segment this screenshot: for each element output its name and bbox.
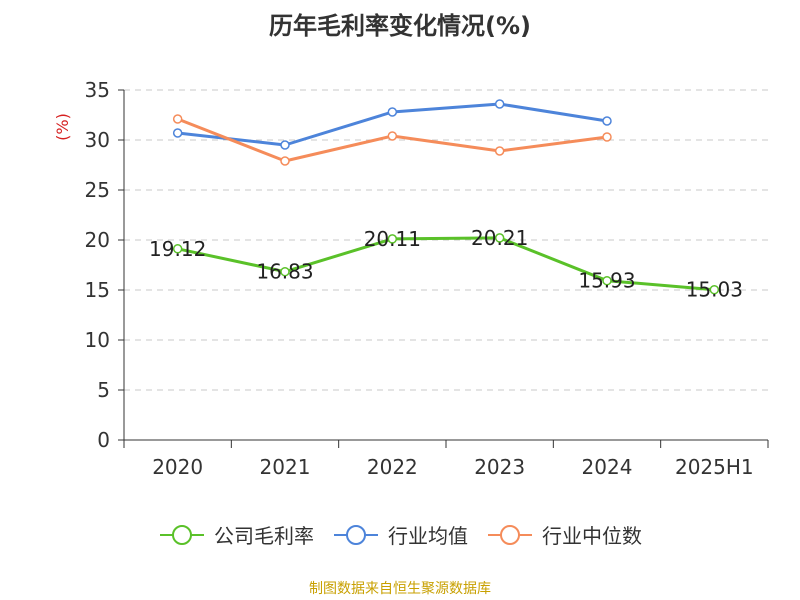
data-label: 16.83 <box>256 260 313 284</box>
data-point <box>387 131 398 141</box>
legend-item: 行业均值 <box>332 520 468 549</box>
data-point <box>709 284 720 295</box>
data-labels: 19.12 16.83 20.11 20.21 15.93 15.03 <box>149 226 743 302</box>
data-point <box>172 244 183 254</box>
data-point <box>172 114 183 124</box>
legend-label: 行业均值 <box>388 524 468 548</box>
data-point <box>387 234 398 244</box>
y-tick-label: 0 <box>97 428 110 452</box>
data-point <box>280 156 290 166</box>
x-tick-label: 2024 <box>582 455 633 479</box>
data-label: 19.12 <box>149 237 206 261</box>
legend-label: 行业中位数 <box>542 524 642 548</box>
y-tick-label: 25 <box>85 178 110 202</box>
x-tick-label: 2023 <box>474 455 525 479</box>
grid-lines <box>124 89 768 391</box>
chart-title: 历年毛利率变化情况(%) <box>269 12 531 40</box>
axes: 0 5 10 15 20 25 30 35 2020 2021 2022 2023 2024 2025H1 <box>85 78 769 479</box>
y-axis-label: (%) <box>53 113 72 141</box>
legend-swatch <box>160 524 204 545</box>
legend-swatch <box>488 524 532 545</box>
legend-swatch <box>334 524 378 545</box>
data-point <box>602 132 612 142</box>
data-point <box>602 275 612 286</box>
x-tick-label: 2022 <box>367 455 418 479</box>
series-group <box>172 99 720 295</box>
legend-label: 公司毛利率 <box>214 524 314 548</box>
x-tick-label: 2021 <box>260 455 311 479</box>
legend: 公司毛利率 行业均值 行业中位数 <box>0 520 800 549</box>
data-label: 20.11 <box>364 227 421 251</box>
x-tick-label: 2020 <box>152 455 203 479</box>
data-point <box>280 140 290 150</box>
data-point <box>602 116 612 126</box>
data-point <box>387 107 398 117</box>
x-tick-label: 2025H1 <box>675 455 754 479</box>
series-line <box>177 236 715 292</box>
y-tick-label: 30 <box>85 128 110 152</box>
data-label: 20.21 <box>471 226 528 250</box>
y-tick-label: 5 <box>97 378 110 402</box>
data-label: 15.93 <box>578 269 635 293</box>
data-point <box>494 99 505 109</box>
y-tick-label: 20 <box>85 228 110 252</box>
source-note: 制图数据来自恒生聚源数据库 <box>309 581 491 597</box>
data-point <box>494 146 505 156</box>
data-point <box>494 233 505 243</box>
data-point <box>280 266 290 277</box>
y-tick-label: 15 <box>85 278 110 302</box>
y-tick-label: 10 <box>85 328 110 352</box>
data-label: 15.03 <box>686 278 743 302</box>
legend-item: 行业中位数 <box>486 520 642 549</box>
legend-item: 公司毛利率 <box>158 520 314 549</box>
data-point <box>172 128 183 138</box>
y-tick-label: 35 <box>85 78 110 102</box>
